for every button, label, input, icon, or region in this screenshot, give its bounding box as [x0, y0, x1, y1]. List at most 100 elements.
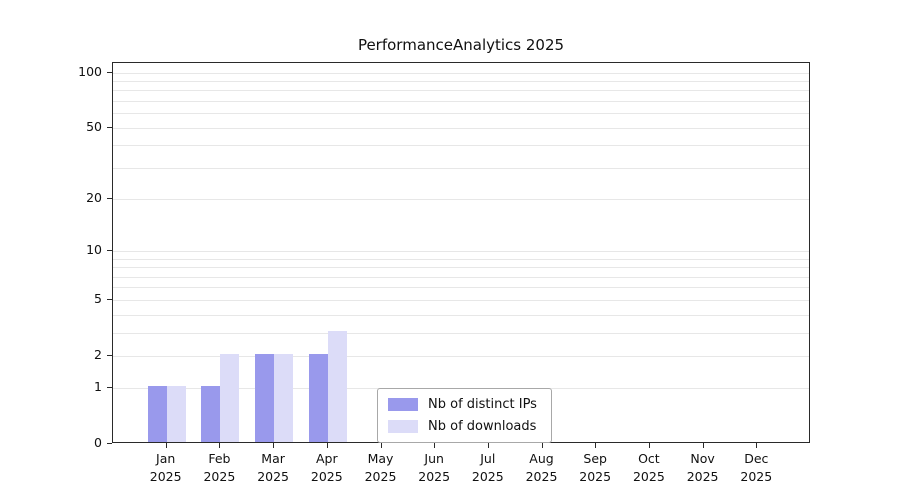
x-tick-month: Dec [744, 451, 769, 466]
gridline [113, 199, 809, 200]
x-tick-month: Sep [583, 451, 607, 466]
x-tick-mark [434, 443, 436, 448]
x-tick-mark [756, 443, 758, 448]
x-tick-mark [595, 443, 597, 448]
legend-swatch-nb-of-downloads [388, 420, 418, 433]
bar-nb-of-distinct-ips-apr [308, 353, 328, 442]
x-tick-month: Aug [529, 451, 554, 466]
x-tick-label: Jul 2025 [456, 450, 520, 486]
x-tick-label: Jan 2025 [134, 450, 198, 486]
x-tick-month: Oct [638, 451, 660, 466]
x-tick-mark [165, 443, 167, 448]
gridline [113, 314, 809, 316]
gridline [113, 101, 809, 102]
x-tick-month: Mar [261, 451, 285, 466]
x-tick-month: Jun [424, 451, 444, 466]
y-tick-mark [107, 298, 112, 300]
y-tick-mark [107, 126, 112, 128]
x-tick-year: 2025 [632, 469, 665, 485]
x-tick-mark [380, 443, 382, 448]
chart-title: PerformanceAnalytics 2025 [357, 36, 565, 54]
gridline [113, 332, 809, 334]
gridline [113, 113, 809, 115]
x-tick-year: 2025 [364, 469, 397, 485]
y-tick-label: 1 [94, 379, 102, 395]
x-tick-mark [326, 443, 328, 448]
x-tick-label: Sep 2025 [563, 450, 627, 486]
x-tick-year: 2025 [310, 469, 343, 485]
x-tick-month: Jan [156, 451, 176, 466]
x-tick-mark [541, 443, 543, 448]
y-tick-label: 0 [94, 435, 102, 450]
y-tick-mark [107, 387, 112, 389]
x-tick-mark [702, 443, 704, 448]
x-tick-label: Dec 2025 [724, 450, 788, 486]
gridline [113, 145, 809, 147]
bar-nb-of-distinct-ips-jan [147, 386, 167, 442]
gridline [113, 90, 809, 92]
x-tick-year: 2025 [579, 469, 612, 485]
x-tick-month: Nov [690, 451, 715, 466]
x-tick-label: Oct 2025 [617, 450, 681, 486]
y-tick-mark [107, 250, 112, 252]
x-tick-year: 2025 [686, 469, 719, 485]
gridline [113, 251, 809, 253]
legend-swatch-nb-of-distinct-ips [388, 398, 418, 411]
gridline [113, 287, 809, 289]
y-tick-label: 10 [86, 242, 102, 258]
x-tick-month: Jul [480, 451, 496, 466]
y-tick-label: 2 [94, 346, 102, 362]
x-tick-year: 2025 [471, 469, 504, 485]
x-tick-year: 2025 [740, 469, 773, 485]
y-tick-label: 20 [86, 190, 102, 205]
legend: Nb of distinct IPs Nb of downloads [377, 388, 552, 443]
gridline [113, 167, 809, 169]
x-tick-label: Mar 2025 [241, 450, 305, 486]
y-tick-label: 100 [78, 63, 102, 79]
x-tick-mark [648, 443, 650, 448]
y-tick-mark [107, 354, 112, 356]
gridline [113, 258, 809, 260]
x-tick-year: 2025 [257, 469, 289, 485]
x-tick-mark [487, 443, 489, 448]
gridline [113, 299, 809, 301]
gridline [113, 267, 809, 269]
gridline [113, 276, 809, 278]
x-tick-label: Nov 2025 [671, 450, 735, 486]
bar-nb-of-downloads-jan [166, 386, 186, 442]
y-tick-mark [107, 443, 112, 444]
legend-label: Nb of downloads [428, 419, 537, 434]
bar-nb-of-downloads-apr [327, 330, 347, 442]
x-tick-label: May 2025 [349, 450, 413, 486]
x-tick-mark [219, 443, 221, 448]
x-tick-month: May [367, 451, 394, 466]
x-tick-label: Apr 2025 [295, 450, 359, 486]
gridline [113, 81, 809, 82]
gridline [113, 127, 809, 129]
bar-nb-of-distinct-ips-feb [201, 386, 221, 442]
x-tick-label: Feb 2025 [187, 450, 251, 486]
legend-row: Nb of downloads [388, 419, 537, 434]
plot-area [112, 62, 810, 443]
legend-row: Nb of distinct IPs [388, 397, 537, 412]
legend-label: Nb of distinct IPs [428, 397, 537, 412]
x-tick-year: 2025 [203, 469, 236, 485]
y-tick-label: 5 [94, 290, 102, 306]
x-tick-year: 2025 [525, 469, 558, 485]
x-tick-year: 2025 [418, 469, 451, 485]
gridline [113, 355, 809, 357]
bar-nb-of-distinct-ips-mar [255, 353, 275, 442]
x-tick-month: Apr [315, 451, 338, 466]
gridline [113, 72, 809, 74]
y-tick-mark [107, 71, 112, 73]
y-tick-label: 50 [86, 118, 102, 134]
bar-nb-of-downloads-feb [220, 353, 240, 442]
y-tick-mark [107, 198, 112, 199]
x-tick-label: Jun 2025 [402, 450, 466, 486]
bar-nb-of-downloads-mar [274, 353, 294, 442]
x-tick-year: 2025 [149, 469, 182, 485]
x-tick-label: Aug 2025 [510, 450, 574, 486]
x-tick-month: Feb [208, 451, 231, 466]
x-tick-mark [273, 443, 275, 448]
